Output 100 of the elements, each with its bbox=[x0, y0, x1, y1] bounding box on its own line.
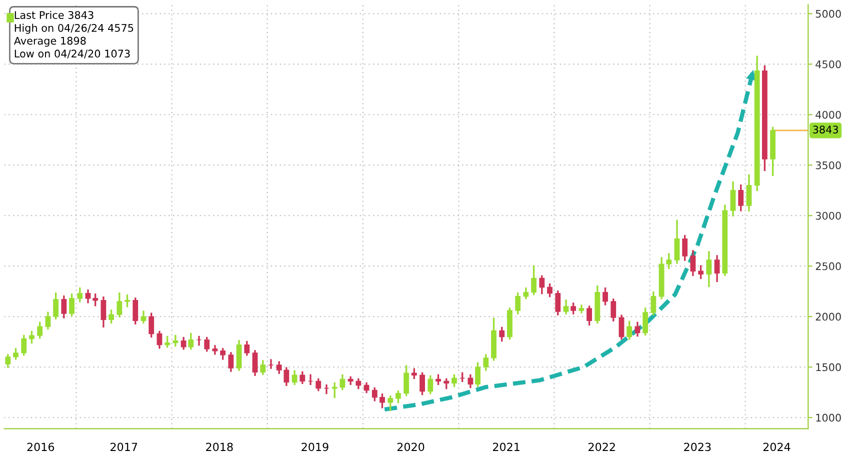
annotation: High on 04/26/24 4575 bbox=[14, 24, 134, 34]
candlestick bbox=[228, 352, 234, 372]
candlestick bbox=[220, 348, 226, 360]
candlestick bbox=[746, 174, 752, 212]
candlestick bbox=[21, 334, 27, 356]
candlestick bbox=[578, 304, 584, 314]
y-tick-label: 1000 bbox=[816, 414, 841, 422]
candlestick bbox=[388, 395, 394, 411]
candlestick bbox=[45, 312, 51, 330]
candlestick bbox=[586, 306, 592, 326]
candlestick bbox=[610, 298, 616, 322]
x-tick-label: 2024 bbox=[763, 442, 790, 452]
candlestick bbox=[61, 296, 67, 318]
candlestick bbox=[738, 184, 744, 212]
candlestick bbox=[444, 378, 450, 390]
candlestick bbox=[5, 354, 11, 368]
y-tick-label: 2500 bbox=[816, 262, 841, 270]
y-tick-label: 1500 bbox=[816, 363, 841, 372]
candlestick bbox=[132, 298, 138, 324]
candlestick bbox=[634, 322, 640, 337]
candlestick bbox=[332, 382, 338, 398]
candlestick bbox=[690, 250, 696, 276]
candlestick bbox=[92, 294, 98, 306]
candlestick bbox=[340, 374, 346, 390]
candlestick bbox=[364, 382, 370, 394]
candlestick bbox=[356, 378, 362, 390]
y-tick-label: 4500 bbox=[816, 60, 841, 68]
candlestick bbox=[108, 310, 114, 324]
y-tick-label: 3500 bbox=[816, 161, 841, 170]
candlestick bbox=[268, 359, 274, 369]
y-tick-label: 5000 bbox=[816, 10, 841, 18]
candlestick bbox=[124, 294, 130, 308]
y-tick-label: 2000 bbox=[816, 312, 841, 321]
candlestick bbox=[642, 308, 648, 336]
candlestick bbox=[531, 265, 537, 296]
x-tick-label: 2022 bbox=[588, 442, 615, 452]
candlestick bbox=[698, 265, 704, 280]
x-tick-label: 2020 bbox=[397, 442, 424, 452]
candlestick bbox=[308, 374, 314, 386]
y-tick-label: 3000 bbox=[816, 212, 841, 220]
candlestick bbox=[714, 255, 720, 282]
candlestick bbox=[411, 368, 417, 379]
candlestick bbox=[204, 336, 210, 352]
candlestick bbox=[348, 376, 354, 386]
candlestick bbox=[37, 322, 43, 339]
candlestick bbox=[396, 390, 401, 404]
candlestick bbox=[468, 374, 474, 388]
candlestick bbox=[436, 374, 441, 386]
candlestick bbox=[547, 283, 552, 298]
candlestick bbox=[53, 292, 59, 320]
candlestick bbox=[140, 310, 146, 324]
candlestick bbox=[626, 320, 632, 340]
candlestick bbox=[236, 340, 242, 371]
candlestick bbox=[77, 287, 83, 302]
candlestick bbox=[570, 302, 576, 314]
x-tick-label: 2021 bbox=[492, 442, 520, 452]
candlestick bbox=[69, 294, 74, 316]
candlestick bbox=[563, 300, 569, 314]
candlestick bbox=[483, 354, 489, 371]
candlestick bbox=[29, 330, 34, 344]
candlestick bbox=[316, 378, 322, 392]
candlestick bbox=[555, 290, 561, 316]
candlestick bbox=[515, 292, 521, 314]
candlestick bbox=[428, 375, 434, 394]
annotation: Average 1898 bbox=[14, 36, 86, 47]
candlestick bbox=[539, 275, 545, 294]
candlestick bbox=[404, 365, 410, 396]
candlestick bbox=[244, 340, 250, 356]
candlestick bbox=[180, 336, 186, 350]
candlestick bbox=[252, 350, 258, 376]
candlestick bbox=[164, 336, 170, 348]
candlestick bbox=[100, 296, 106, 328]
candlestick bbox=[682, 234, 688, 261]
candlestick bbox=[85, 289, 91, 304]
candlestick bbox=[475, 362, 480, 388]
candlestick bbox=[196, 336, 202, 346]
candlestick bbox=[380, 393, 385, 408]
x-tick-label: 2016 bbox=[27, 442, 54, 452]
y-tick-label: 4000 bbox=[816, 110, 841, 119]
x-tick-label: 2018 bbox=[206, 442, 233, 452]
candlestick bbox=[116, 292, 122, 318]
candlestick bbox=[460, 372, 466, 382]
x-tick-label: 2017 bbox=[110, 442, 138, 452]
candlestick bbox=[156, 330, 162, 349]
candlestick bbox=[650, 291, 656, 316]
candlestick bbox=[452, 374, 457, 388]
candlestick bbox=[260, 360, 266, 375]
candlestick bbox=[148, 312, 154, 338]
candlestick bbox=[188, 332, 194, 350]
candlestick bbox=[300, 371, 306, 384]
candlestick bbox=[172, 334, 178, 347]
annotation: Last Price 3843 bbox=[14, 10, 94, 19]
ref-line-label: 3843 bbox=[813, 126, 838, 134]
candlestick bbox=[324, 384, 330, 394]
candlestick bbox=[730, 181, 736, 216]
candlestick bbox=[499, 326, 505, 342]
candlestick bbox=[618, 314, 624, 340]
candlestick bbox=[13, 348, 18, 360]
annotation: Low on 04/24/20 1073 bbox=[14, 50, 130, 58]
candlestick bbox=[292, 370, 298, 386]
